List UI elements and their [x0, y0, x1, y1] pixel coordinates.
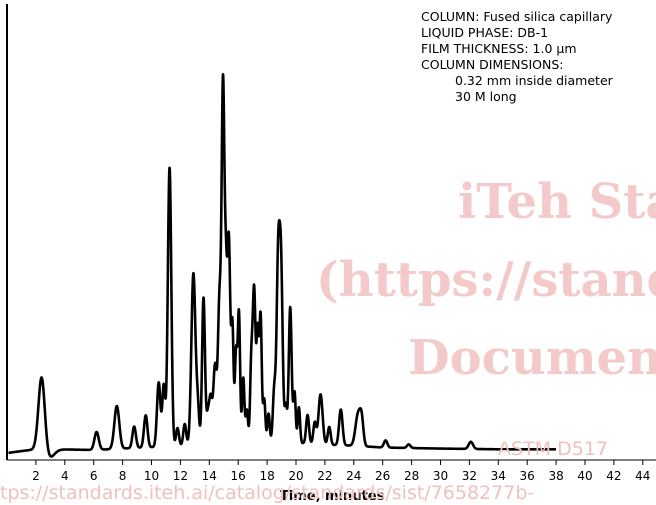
x-tick-label: 44 [635, 469, 650, 483]
x-tick-label: 8 [119, 469, 127, 483]
x-tick-label: 26 [375, 469, 390, 483]
x-tick-label: 12 [173, 469, 188, 483]
x-tick-label: 16 [231, 469, 246, 483]
x-tick-label: 24 [346, 469, 361, 483]
inside-diameter-text: 0.32 mm inside diameter [455, 73, 613, 88]
x-tick-label: 10 [144, 469, 159, 483]
film-thickness-text: FILM THICKNESS: 1.0 μm [421, 41, 577, 56]
x-tick-label: 32 [462, 469, 477, 483]
watermark-line-1: iTeh Sta [458, 174, 656, 230]
x-tick-label: 42 [606, 469, 621, 483]
x-tick-label: 20 [288, 469, 303, 483]
liquid-phase-text: LIQUID PHASE: DB-1 [421, 25, 549, 40]
x-tick-label: 30 [433, 469, 448, 483]
x-tick-label: 34 [491, 469, 506, 483]
x-tick-label: 18 [259, 469, 274, 483]
column-info-block: COLUMN: Fused silica capillary LIQUID PH… [421, 9, 613, 105]
chromatogram-trace [7, 72, 558, 458]
x-tick-label: 28 [404, 469, 419, 483]
watermark-line-2: (https://stand [316, 252, 656, 308]
x-axis-ticks: 2 4 6 8 10 12 14 16 18 20 22 24 26 28 30 32 34 36 38 40 42 44 [32, 460, 650, 483]
column-length-text: 30 M long [455, 89, 517, 104]
x-tick-label: 4 [61, 469, 69, 483]
column-type-text: COLUMN: Fused silica capillary [421, 9, 613, 24]
x-axis-label: Time, minutes [280, 489, 385, 504]
x-tick-label: 38 [548, 469, 563, 483]
x-tick-label: 14 [202, 469, 217, 483]
x-tick-label: 2 [32, 469, 40, 483]
column-dimensions-header: COLUMN DIMENSIONS: [421, 57, 564, 72]
watermark-line-3: Documen [408, 330, 656, 386]
watermark-line-5: tps://standards.iteh.ai/catalog/standard… [0, 482, 535, 504]
x-tick-label: 6 [90, 469, 98, 483]
watermark-line-4: ASTM D517 [498, 438, 608, 460]
x-tick-label: 22 [317, 469, 332, 483]
x-tick-label: 36 [520, 469, 535, 483]
x-tick-label: 40 [577, 469, 592, 483]
